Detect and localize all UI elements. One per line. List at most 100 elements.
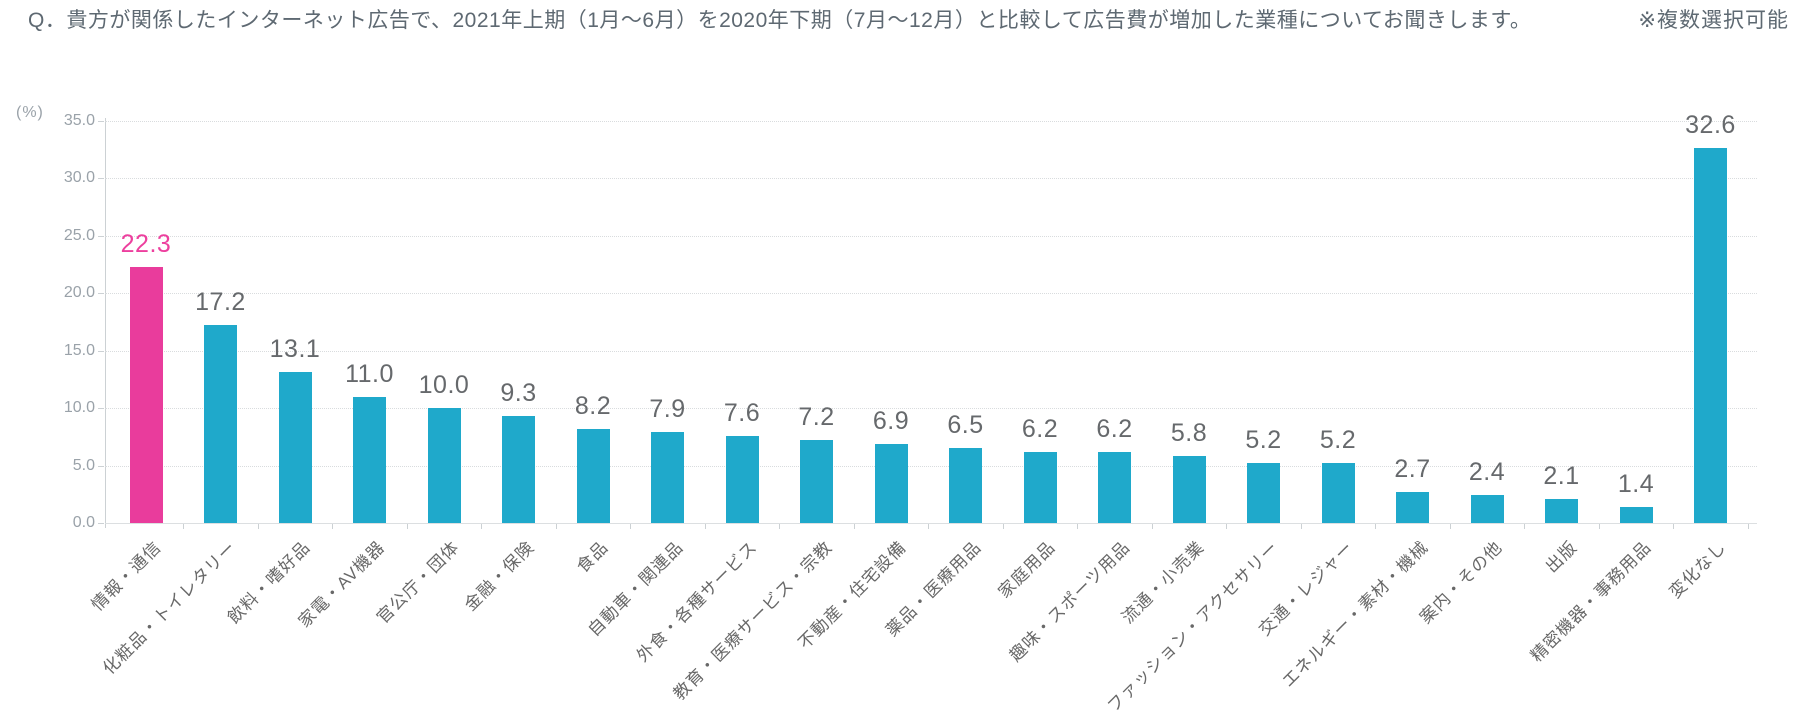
y-axis-tick [98,408,104,409]
x-axis-tick [481,524,483,529]
bar-ファッション・アクセサリー [1247,463,1280,523]
y-tick-label: 15.0 [63,341,95,359]
bar-エネルギー・素材・機械 [1396,491,1429,523]
bar-value-label: 11.0 [345,359,394,388]
bar-value-label: 13.1 [269,335,321,364]
bar-金融・保険 [502,416,535,523]
x-axis-tick [1002,524,1004,529]
gridline [105,465,1757,467]
category-label-text: 食品 [573,537,612,577]
bar-薬品・医療用品 [949,448,982,523]
category-label-text: 変化なし [1665,537,1730,602]
bar-出版 [1545,498,1578,523]
category-label-text: エネルギー・素材・機械 [1278,537,1432,691]
x-axis-tick [1524,524,1526,529]
bar-value-label: 7.9 [649,395,686,424]
bar-不動産・住宅設備 [874,443,908,523]
bar-value-label: 8.2 [574,391,612,420]
x-axis-tick [1375,524,1377,529]
bar-流通・小売業 [1172,456,1206,523]
bar-value-label: 2.7 [1394,454,1431,483]
y-axis-unit-label: (%) [16,104,44,121]
bar-value-label: 10.0 [418,371,470,399]
bar-精密機器・事務用品 [1619,506,1653,523]
x-axis-tick [928,524,930,529]
bar-value-label: 1.4 [1617,469,1655,498]
y-axis-tick [98,120,104,122]
bar-趣味・スポーツ用品 [1098,451,1131,523]
bar-value-label: 6.2 [1096,414,1133,443]
x-axis-tick [332,524,334,529]
bar-value-label: 22.3 [120,229,172,258]
x-axis-tick [1151,524,1153,529]
x-axis-line [105,523,1757,524]
y-axis-tick [98,465,104,467]
bar-官公庁・団体 [427,408,461,523]
bar-外食・各種サービス [725,435,759,523]
bar-化粧品・トイレタリー [204,325,237,523]
bar-家庭用品 [1023,451,1057,523]
bar-教育・医療サービス・宗教 [800,440,833,523]
x-axis-tick [704,524,706,529]
y-tick-label: 10.0 [63,399,95,416]
bar-家電・AV機器 [353,396,386,523]
bar-食品 [576,428,610,523]
x-axis-tick [1673,524,1675,529]
category-label-text: 出版 [1541,537,1581,577]
category-label-text: 金融・保険 [460,537,538,615]
x-axis-tick [630,524,632,529]
category-label-text: 化粧品・トイレタリー [98,537,240,679]
y-axis-tick [98,178,104,179]
y-tick-label: 0.0 [72,514,95,531]
y-tick-label: 5.0 [72,456,95,474]
bar-情報・通信 [129,266,163,523]
x-axis-tick [257,524,259,529]
x-axis-tick [779,524,781,529]
y-axis-tick [98,293,104,294]
x-axis-tick [1077,524,1079,529]
gridline [105,235,1757,237]
y-axis-tick [98,350,104,352]
gridline [105,120,1757,122]
category-label-text: 家庭用品 [994,537,1059,602]
x-axis-tick [1449,524,1451,529]
x-axis-tick [1226,524,1228,529]
bar-value-label: 17.2 [195,288,246,317]
bar-value-label: 32.6 [1685,111,1736,140]
y-tick-label: 25.0 [63,226,95,244]
header: Q．貴方が関係したインターネット広告で、2021年上期（1月～6月）を2020年… [28,8,1789,34]
bar-飲料・嗜好品 [278,372,312,523]
bar-value-label: 6.9 [872,406,910,435]
bar-変化なし [1694,148,1727,523]
y-tick-label: 20.0 [63,284,95,301]
bar-value-label: 9.3 [500,379,537,408]
gridline [105,408,1757,409]
bar-案内・その他 [1470,495,1504,523]
y-tick-label: 35.0 [63,111,95,129]
question-title: Q．貴方が関係したインターネット広告で、2021年上期（1月～6月）を2020年… [28,9,1532,32]
x-axis-tick [1598,524,1600,529]
multi-select-note: ※複数選択可能 [1638,9,1789,32]
bar-value-label: 5.2 [1319,426,1357,455]
bar-自動車・関連品 [651,432,684,523]
x-axis-tick [555,524,557,529]
y-axis-tick [98,523,104,524]
gridline [105,178,1757,179]
bar-value-label: 5.2 [1245,426,1282,455]
bar-value-label: 7.6 [723,398,761,427]
x-axis-tick [1300,524,1302,529]
gridline [105,350,1757,352]
x-axis-tick [1747,524,1749,529]
x-axis-tick [183,524,185,529]
bar-value-label: 6.5 [947,411,984,440]
bar-value-label: 7.2 [798,403,835,432]
y-axis-tick [98,235,104,237]
x-axis-tick [853,524,855,529]
bar-value-label: 6.2 [1021,414,1059,443]
x-axis-tick [406,524,408,529]
bar-交通・レジャー [1321,463,1355,523]
y-tick-label: 30.0 [63,169,95,186]
bar-value-label: 2.1 [1543,461,1580,490]
